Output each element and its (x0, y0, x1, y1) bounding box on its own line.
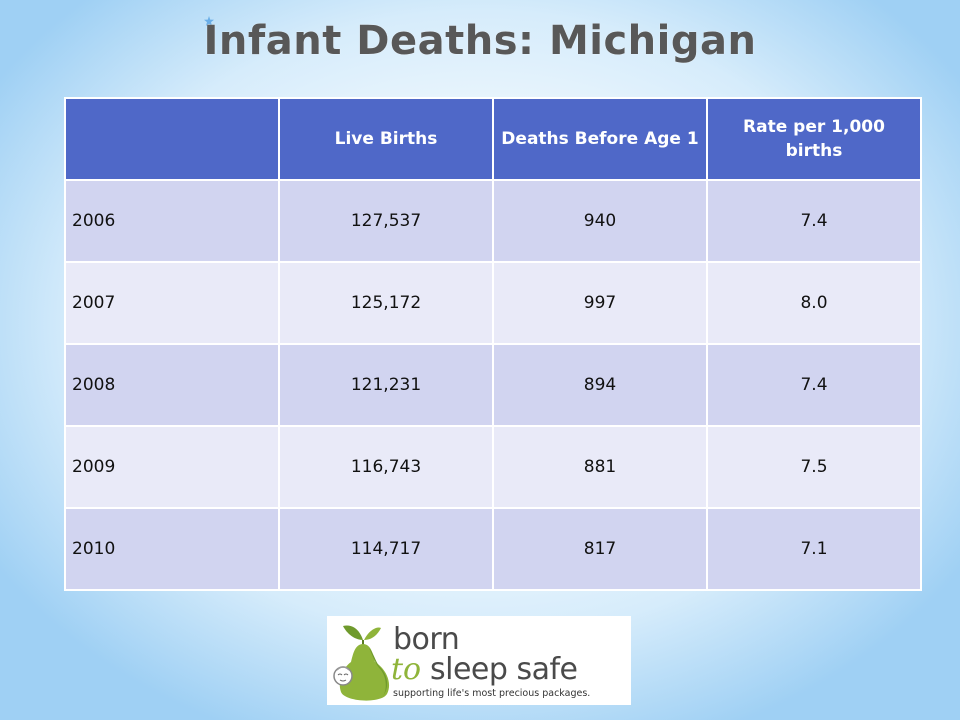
deaths-cell: 894 (492, 343, 708, 427)
born-to-sleep-safe-logo: born to sleep safe supporting life's mos… (327, 616, 631, 705)
header-live-births: Live Births (278, 97, 494, 181)
live-births-cell: 125,172 (278, 261, 494, 345)
year-cell: 2010 (64, 507, 280, 591)
page-title: Infant Deaths: Michigan (203, 18, 757, 64)
live-births-cell: 116,743 (278, 425, 494, 509)
live-births-cell: 121,231 (278, 343, 494, 427)
deaths-cell: 817 (492, 507, 708, 591)
logo-word-sleep-safe: sleep safe (430, 652, 578, 687)
deaths-cell: 940 (492, 179, 708, 263)
live-births-cell: 114,717 (278, 507, 494, 591)
rate-cell: 7.5 (706, 425, 922, 509)
star-bullet-icon (204, 16, 214, 26)
logo-tagline: supporting life's most precious packages… (393, 688, 591, 699)
pear-baby-logo-icon (333, 625, 390, 701)
year-cell: 2006 (64, 179, 280, 263)
header-rate: Rate per 1,000 births (706, 97, 922, 181)
table-row: 2007 125,172 997 8.0 (64, 261, 922, 345)
rate-cell: 8.0 (706, 261, 922, 345)
table-header-row: Live Births Deaths Before Age 1 Rate per… (64, 97, 922, 181)
year-cell: 2009 (64, 425, 280, 509)
live-births-cell: 127,537 (278, 179, 494, 263)
table-row: 2009 116,743 881 7.5 (64, 425, 922, 509)
year-cell: 2008 (64, 343, 280, 427)
table-row: 2006 127,537 940 7.4 (64, 179, 922, 263)
header-deaths: Deaths Before Age 1 (492, 97, 708, 181)
logo-word-to: to (391, 652, 422, 687)
logo-word-born: born (393, 622, 460, 657)
table-row: 2010 114,717 817 7.1 (64, 507, 922, 591)
infant-deaths-table: Live Births Deaths Before Age 1 Rate per… (64, 97, 922, 591)
rate-cell: 7.1 (706, 507, 922, 591)
deaths-cell: 881 (492, 425, 708, 509)
table-row: 2008 121,231 894 7.4 (64, 343, 922, 427)
year-cell: 2007 (64, 261, 280, 345)
rate-cell: 7.4 (706, 343, 922, 427)
rate-cell: 7.4 (706, 179, 922, 263)
header-year (64, 97, 280, 181)
deaths-cell: 997 (492, 261, 708, 345)
